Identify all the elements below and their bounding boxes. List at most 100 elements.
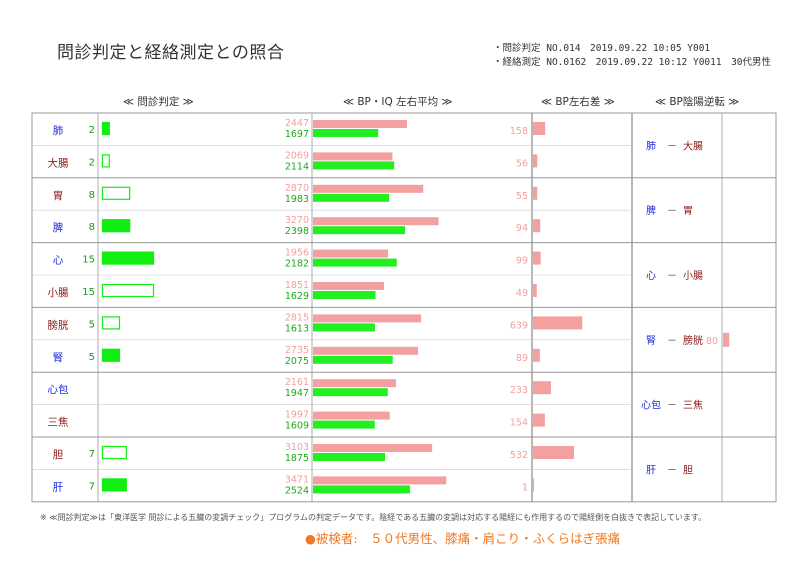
category-label: 小腸 bbox=[48, 287, 69, 299]
monshin-bar bbox=[101, 283, 155, 298]
iq-value-label: 1609 bbox=[285, 421, 309, 432]
iq-bar bbox=[313, 129, 379, 137]
iq-value-label: 1697 bbox=[285, 129, 309, 140]
bp-bar bbox=[313, 184, 424, 193]
iq-value-label: 1983 bbox=[285, 194, 309, 205]
monshin-record-info: ・問診判定 NO.014 2019.09.22 10:05 Y001 bbox=[493, 43, 711, 54]
monshin-column-header: ≪ 問診判定 ≫ bbox=[123, 96, 194, 108]
bp-diff-bar bbox=[533, 348, 540, 362]
bp-diff-value: 154 bbox=[510, 418, 528, 429]
category-label: 肝 bbox=[53, 481, 64, 493]
monshin-score: 2 bbox=[89, 125, 95, 136]
bp-bar bbox=[313, 444, 433, 452]
bp-bar bbox=[313, 476, 447, 485]
bp-diff-bar bbox=[533, 381, 551, 395]
bp-diff-bar bbox=[533, 284, 537, 297]
bp-value-label: 2735 bbox=[285, 345, 309, 356]
bp-diff-value: 55 bbox=[516, 191, 528, 202]
yinyang-yin-label: 肺 bbox=[646, 140, 656, 152]
bp-diff-value: 89 bbox=[516, 353, 528, 364]
yinyang-yang-label: 胆 bbox=[683, 464, 693, 476]
bp-diff-value: 639 bbox=[510, 320, 528, 331]
subject-info: ●被検者: ５０代男性、膝痛・肩こり・ふくらはぎ張痛 bbox=[305, 531, 621, 546]
bp-bar bbox=[313, 282, 385, 290]
monshin-score: 15 bbox=[82, 287, 95, 298]
iq-value-label: 2182 bbox=[285, 259, 309, 270]
yinyang-yang-label: 小腸 bbox=[683, 270, 703, 282]
iq-bar bbox=[313, 291, 376, 299]
bp-diff-value: 158 bbox=[510, 126, 528, 137]
iq-bar bbox=[313, 226, 406, 235]
yinyang-value: 80 bbox=[706, 336, 718, 347]
yinyang-yang-label: 三焦 bbox=[683, 399, 703, 412]
category-label: 胆 bbox=[53, 449, 64, 461]
bp-bar bbox=[313, 249, 389, 258]
yinyang-yang-label: 膀胱 bbox=[683, 334, 703, 347]
bp-diff-column-header: ≪ BP左右差 ≫ bbox=[541, 96, 615, 108]
iq-value-label: 2524 bbox=[285, 485, 309, 496]
bp-value-label: 1851 bbox=[285, 280, 309, 291]
bp-diff-value: 233 bbox=[510, 385, 528, 396]
bp-diff-bar bbox=[533, 316, 583, 330]
bp-diff-bar bbox=[533, 154, 538, 168]
category-label: 心 bbox=[53, 255, 64, 267]
bp-diff-bar bbox=[533, 413, 545, 427]
bp-value-label: 2447 bbox=[285, 118, 309, 129]
monshin-bar bbox=[101, 445, 127, 460]
monshin-bar bbox=[101, 154, 110, 168]
yinyang-separator: － bbox=[667, 465, 677, 476]
bp-diff-value: 56 bbox=[516, 158, 528, 169]
iq-value-label: 2398 bbox=[285, 226, 309, 237]
yinyang-separator: － bbox=[667, 141, 677, 152]
iq-value-label: 1875 bbox=[285, 453, 309, 464]
yinyang-separator: － bbox=[667, 271, 677, 282]
bp-value-label: 2815 bbox=[285, 312, 309, 323]
bp-value-label: 1956 bbox=[285, 248, 309, 259]
iq-bar bbox=[313, 453, 385, 461]
monshin-score: 15 bbox=[82, 255, 95, 266]
bp-diff-bar bbox=[533, 478, 534, 492]
yinyang-yang-label: 胃 bbox=[683, 205, 693, 217]
category-label: 大腸 bbox=[48, 156, 69, 169]
bp-diff-value: 532 bbox=[510, 450, 528, 461]
iq-bar bbox=[313, 161, 395, 170]
yinyang-yin-label: 肝 bbox=[646, 464, 656, 476]
yinyang-yin-label: 腎 bbox=[646, 335, 656, 347]
iq-bar bbox=[313, 420, 375, 429]
monshin-score: 2 bbox=[89, 157, 95, 168]
bp-value-label: 2870 bbox=[285, 183, 309, 194]
iq-bar bbox=[313, 355, 393, 364]
yinyang-separator: － bbox=[667, 401, 677, 412]
bp-value-label: 2161 bbox=[285, 377, 309, 388]
category-label: 三焦 bbox=[48, 416, 69, 429]
iq-bar bbox=[313, 323, 375, 332]
monshin-bar bbox=[101, 219, 131, 233]
bp-bar bbox=[313, 379, 396, 388]
monshin-score: 7 bbox=[89, 481, 95, 492]
iq-bar bbox=[313, 258, 397, 267]
monshin-score: 8 bbox=[89, 190, 95, 201]
bp-diff-bar bbox=[533, 446, 575, 459]
category-label: 膀胱 bbox=[48, 318, 69, 331]
bp-diff-value: 49 bbox=[516, 288, 528, 299]
bp-bar bbox=[313, 314, 422, 323]
footnote: ※ ≪問診判定≫は「東洋医学 問診による五臓の変調チェック」プログラムの判定デー… bbox=[40, 513, 707, 522]
page-title: 問診判定と経絡測定との照合 bbox=[57, 43, 285, 63]
yinyang-yang-label: 大腸 bbox=[683, 139, 703, 152]
iq-bar bbox=[313, 485, 410, 494]
bp-bar bbox=[313, 152, 393, 161]
bp-diff-value: 1 bbox=[522, 482, 528, 493]
iq-value-label: 2114 bbox=[285, 161, 309, 172]
measurement-record-info: ・経絡測定 NO.0162 2019.09.22 10:12 Y0011 30代… bbox=[493, 57, 772, 68]
monshin-bar bbox=[101, 186, 131, 200]
yinyang-separator: － bbox=[667, 206, 677, 217]
bp-bar bbox=[313, 120, 407, 128]
bp-value-label: 1997 bbox=[285, 410, 309, 421]
category-label: 腎 bbox=[53, 352, 64, 364]
iq-value-label: 1947 bbox=[285, 388, 309, 399]
yinyang-bar bbox=[723, 332, 730, 347]
bp-diff-value: 99 bbox=[516, 256, 528, 267]
bp-diff-bar bbox=[533, 186, 538, 200]
iq-bar bbox=[313, 193, 390, 202]
category-label: 心包 bbox=[48, 383, 69, 396]
